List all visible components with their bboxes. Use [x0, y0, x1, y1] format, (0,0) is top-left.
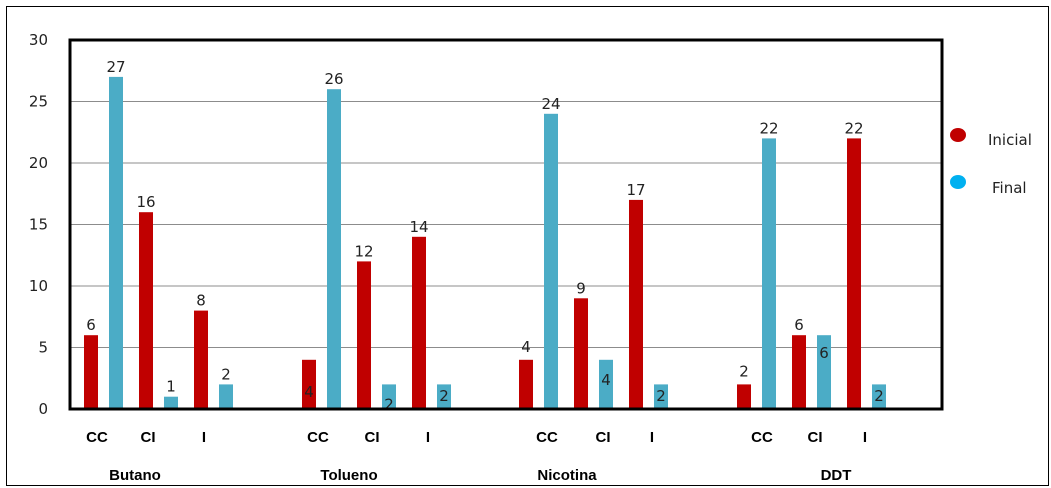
legend-label-inicial: Inicial: [988, 131, 1032, 149]
category-label: I: [202, 429, 206, 446]
y-tick-label: 30: [29, 31, 48, 49]
bar-final: [654, 384, 668, 409]
bar-final: [762, 138, 776, 409]
category-labels: CC CI I CC CI I CC CI I CC CI I: [86, 429, 867, 446]
data-label: 4: [521, 338, 531, 356]
data-label: 12: [354, 242, 373, 260]
bar-final: [599, 359, 613, 409]
plot-area-border: [68, 38, 944, 411]
data-label: 8: [196, 292, 206, 310]
bar-inicial: [792, 335, 806, 409]
bar-final: [327, 89, 341, 409]
legend-marker-inicial: [950, 128, 966, 142]
data-label: 4: [304, 383, 314, 401]
y-tick-label: 15: [29, 216, 48, 234]
data-label: 2: [739, 362, 749, 380]
category-label: CC: [751, 429, 773, 446]
data-label: 26: [324, 70, 343, 88]
legend: Inicial Final: [950, 128, 1032, 197]
legend-marker-final: [950, 175, 966, 189]
y-tick-label: 10: [29, 277, 48, 295]
bar-inicial: [629, 199, 643, 409]
bar-inicial: [302, 359, 316, 409]
data-label: 22: [844, 119, 863, 137]
data-label: 16: [136, 193, 155, 211]
data-label: 22: [759, 119, 778, 137]
category-label: CC: [307, 429, 329, 446]
data-label: 17: [626, 181, 645, 199]
y-tick-label: 20: [29, 154, 48, 172]
data-label: 2: [439, 387, 449, 405]
y-tick-label: 5: [38, 339, 48, 357]
category-label: CI: [808, 429, 823, 446]
bar-final: [109, 76, 123, 410]
data-label: 4: [601, 371, 611, 389]
data-label: 27: [106, 58, 125, 76]
bar-inicial: [847, 138, 861, 409]
bars: [84, 76, 886, 410]
category-label: CI: [141, 429, 156, 446]
bar-inicial: [194, 310, 208, 409]
data-label: 2: [384, 395, 394, 413]
y-axis-ticks: 0 5 10 15 20 25 30: [29, 31, 48, 418]
bar-inicial: [574, 298, 588, 409]
group-label: Butano: [109, 467, 161, 484]
bar-final: [219, 384, 233, 409]
y-tick-label: 25: [29, 93, 48, 111]
category-label: I: [863, 429, 867, 446]
bar-inicial: [737, 384, 751, 409]
bar-inicial: [519, 359, 533, 409]
group-label: DDT: [821, 467, 852, 484]
bar-inicial: [357, 261, 371, 409]
category-label: I: [426, 429, 430, 446]
bar-final: [437, 384, 451, 409]
data-label: 14: [409, 218, 428, 236]
category-label: CC: [536, 429, 558, 446]
category-label: CC: [86, 429, 108, 446]
category-label: CI: [596, 429, 611, 446]
data-label: 2: [221, 365, 231, 383]
data-label: 9: [576, 279, 586, 297]
bar-final: [872, 384, 886, 409]
bar-final: [164, 396, 178, 409]
group-label: Tolueno: [320, 467, 377, 484]
data-label: 6: [794, 316, 804, 334]
group-labels: Butano Tolueno Nicotina DDT: [109, 467, 851, 484]
bar-inicial: [84, 335, 98, 409]
data-label: 2: [874, 387, 884, 405]
legend-label-final: Final: [992, 179, 1027, 197]
y-tick-label: 0: [38, 400, 48, 418]
bar-final: [817, 335, 831, 409]
group-label: Nicotina: [537, 467, 597, 484]
data-label: 6: [86, 316, 96, 334]
data-label: 24: [541, 95, 560, 113]
bar-final: [544, 113, 558, 410]
data-label: 2: [656, 387, 666, 405]
bar-inicial: [412, 236, 426, 409]
category-label: I: [650, 429, 654, 446]
bar-inicial: [139, 212, 153, 409]
data-label: 6: [819, 344, 829, 362]
bar-final: [382, 384, 396, 409]
data-label: 1: [166, 378, 176, 396]
category-label: CI: [365, 429, 380, 446]
